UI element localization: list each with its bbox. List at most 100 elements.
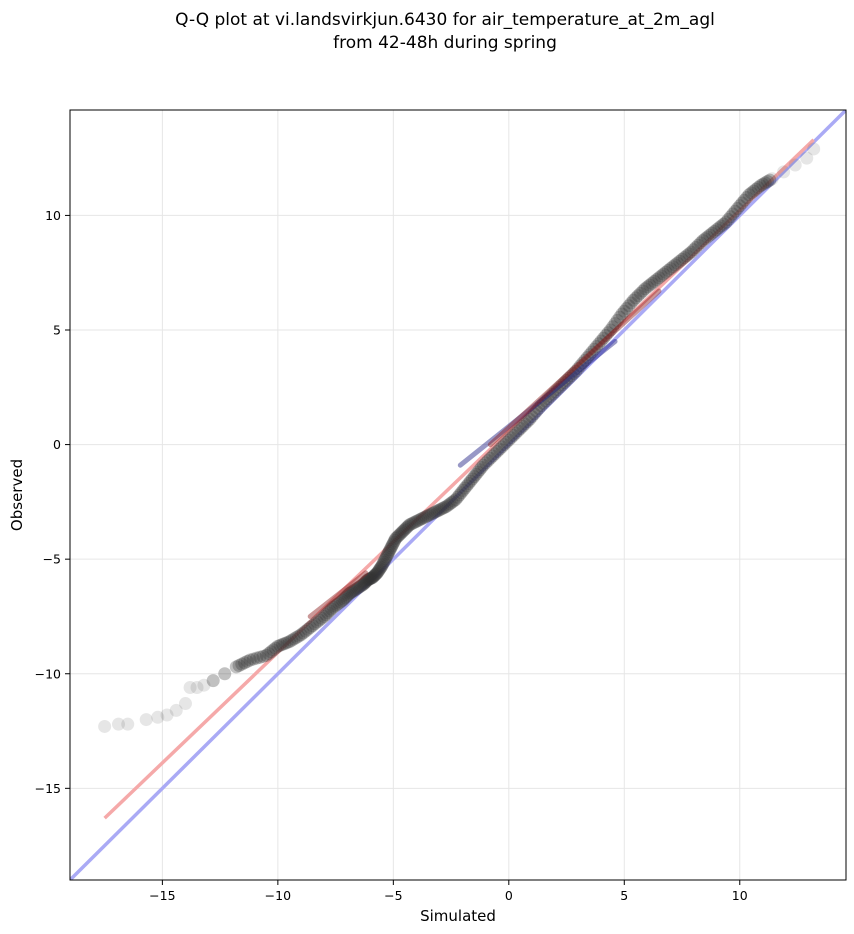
quantile-point — [403, 518, 416, 532]
quantile-point — [663, 262, 677, 276]
quantile-point — [807, 142, 821, 156]
quantile-point — [319, 608, 333, 622]
quantile-point — [627, 293, 641, 307]
quantile-point — [373, 562, 387, 576]
quantile-points — [98, 142, 821, 733]
y-tick-label: −15 — [35, 781, 61, 796]
quantile-point — [594, 334, 608, 348]
quantile-point — [306, 619, 319, 633]
quantile-point — [622, 299, 636, 313]
y-axis-ticks: −15 −10 −5 0 5 10 — [35, 208, 70, 796]
quantile-point — [682, 247, 696, 261]
quantile-point — [483, 451, 497, 465]
quantile-point — [384, 541, 398, 555]
quantile-point — [417, 510, 431, 524]
quantile-point — [640, 280, 654, 294]
quantile-point — [243, 653, 257, 667]
quantile-point — [324, 602, 338, 616]
quantile-point — [652, 271, 666, 285]
quantile-point — [756, 177, 770, 191]
quantile-point — [754, 179, 768, 193]
quantile-point — [160, 708, 174, 722]
quantile-point — [389, 532, 403, 546]
x-axis-label: Simulated — [420, 907, 496, 925]
y-tick-label: −10 — [35, 666, 61, 681]
quantile-point — [410, 514, 424, 528]
quantile-point — [139, 713, 153, 727]
quantile-point — [580, 351, 594, 364]
quantile-point — [721, 213, 735, 227]
quantile-point — [434, 502, 448, 516]
quantile-point — [348, 583, 362, 597]
quantile-point — [564, 369, 578, 383]
quantile-point — [742, 188, 756, 202]
quantile-point — [451, 490, 465, 504]
plot-frame — [69, 109, 847, 881]
quantile-point — [633, 286, 647, 300]
quantile-point — [377, 555, 391, 569]
quantile-point — [777, 165, 791, 179]
quantile-point — [475, 461, 489, 474]
quantile-point — [560, 373, 574, 387]
quantile-point — [375, 559, 389, 573]
quantile-point — [275, 637, 289, 651]
quantile-point — [370, 566, 384, 580]
quantile-point — [657, 267, 671, 281]
quantile-point — [543, 389, 557, 403]
quantile-point — [356, 577, 370, 591]
quantile-point — [362, 572, 376, 586]
quantile-point — [151, 710, 165, 724]
quantile-point — [516, 419, 530, 433]
quantile-point — [562, 371, 576, 385]
quantile-point — [613, 310, 627, 324]
quantile-point — [98, 719, 112, 733]
quantile-point — [383, 543, 397, 557]
quantile-point — [578, 353, 592, 367]
x-axis-ticks: −15 −10 −5 0 5 10 — [149, 880, 748, 903]
quantile-point — [712, 221, 726, 235]
quantile-point — [506, 428, 520, 442]
x-tick-label: −10 — [265, 888, 291, 903]
quantile-point — [436, 501, 450, 515]
quantile-point — [218, 667, 232, 681]
quantile-point — [303, 620, 317, 634]
quantile-point — [620, 301, 634, 315]
quantile-point — [666, 260, 680, 274]
quantile-point — [608, 317, 622, 331]
quantile-point — [337, 592, 351, 606]
quantile-point — [463, 474, 477, 488]
quantile-point — [583, 348, 597, 362]
quantile-point — [332, 596, 346, 610]
quantile-point — [509, 426, 523, 440]
quantile-point — [386, 537, 400, 551]
quantile-point — [355, 578, 369, 592]
quantile-point — [259, 648, 273, 662]
quantile-point — [569, 364, 583, 378]
quantile-point — [610, 313, 624, 327]
quantile-point — [438, 500, 452, 514]
quantile-point — [414, 512, 428, 526]
quantile-point — [539, 394, 553, 408]
quantile-point — [555, 378, 569, 392]
quantile-point — [374, 560, 388, 574]
highlighted-quantiles — [307, 288, 662, 619]
quantile-point — [488, 447, 502, 461]
quantile-point — [650, 273, 664, 287]
quantile-point — [585, 345, 599, 359]
quantile-point — [400, 521, 414, 535]
quantile-point — [744, 186, 758, 200]
quantile-point — [675, 252, 689, 266]
quantile-point — [504, 431, 518, 445]
quantile-point — [287, 632, 301, 646]
quantile-point — [740, 191, 754, 205]
quantile-point — [590, 340, 604, 353]
quantile-point — [525, 410, 539, 424]
quantile-point — [336, 593, 350, 607]
quantile-point — [183, 681, 197, 694]
quantile-point — [238, 656, 252, 670]
quantile-point — [696, 234, 710, 248]
x-tick-label: 0 — [505, 888, 513, 903]
quantile-point — [360, 574, 374, 588]
quantile-point — [553, 380, 567, 394]
